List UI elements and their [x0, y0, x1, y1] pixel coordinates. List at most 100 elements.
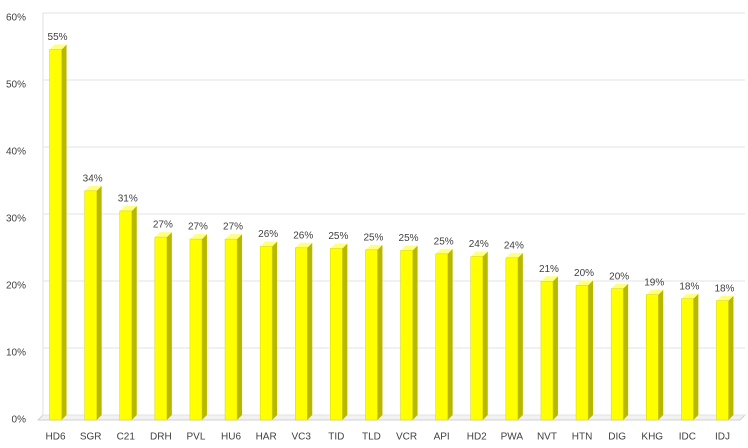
bar [470, 256, 483, 421]
bar-top [330, 243, 348, 249]
bar [365, 249, 378, 421]
bar-side [131, 205, 137, 420]
value-label: 26% [258, 229, 278, 240]
bar-top [189, 234, 207, 240]
x-tick-label: HU6 [221, 432, 241, 443]
y-tick-label: 20% [6, 281, 26, 292]
bar [84, 190, 97, 421]
bar [610, 288, 624, 421]
bar-top [260, 241, 278, 247]
x-tick-label: HTN [572, 432, 593, 443]
bar-side [61, 44, 67, 421]
bar [540, 281, 554, 421]
value-label: 31% [118, 194, 138, 205]
x-tick-label: IDC [679, 432, 696, 443]
value-label: 20% [609, 271, 629, 282]
x-tick-label: DRH [150, 432, 172, 443]
value-label: 18% [679, 281, 699, 292]
x-tick-label: API [434, 432, 450, 443]
x-tick-label: VC3 [292, 432, 312, 443]
y-tick-label: 50% [6, 80, 26, 91]
y-tick-label: 30% [6, 214, 26, 225]
value-label: 25% [328, 231, 348, 242]
x-tick-label: HD2 [467, 432, 487, 443]
bar [259, 246, 273, 421]
x-tick-label: VCR [396, 432, 417, 443]
bar-top [365, 244, 383, 250]
bar-top [295, 242, 313, 248]
x-tick-label: DIG [608, 432, 626, 443]
value-label: 18% [714, 283, 734, 294]
bar-side [588, 280, 594, 420]
bar [505, 257, 519, 421]
bar-top [49, 44, 67, 50]
bar [575, 285, 589, 421]
bar [330, 248, 343, 421]
x-tick-label: TLD [362, 432, 381, 443]
y-tick-label: 40% [6, 147, 26, 158]
bar-top [435, 248, 453, 254]
bar-side [377, 244, 383, 420]
bar-side [693, 293, 699, 420]
x-tick-label: NVT [537, 432, 557, 443]
bar [49, 49, 62, 421]
y-tick-label: 0% [12, 415, 27, 426]
bar [400, 250, 413, 421]
x-tick-label: PVL [186, 432, 205, 443]
bar-side [412, 245, 418, 420]
x-tick-label: HD6 [46, 432, 66, 443]
value-label: 19% [644, 277, 664, 288]
bar [435, 253, 448, 421]
bar-side [623, 283, 629, 420]
bar-side [728, 295, 734, 420]
value-label: 25% [399, 233, 419, 244]
bar-side [96, 185, 102, 420]
bar-top [716, 295, 734, 301]
x-tick-label: PWA [501, 432, 524, 443]
bar-top [470, 251, 488, 257]
x-tick-label: TID [328, 432, 344, 443]
bar-top [154, 232, 172, 238]
y-tick-label: 60% [6, 13, 26, 24]
bar-top [225, 234, 243, 240]
value-label: 24% [504, 241, 524, 252]
value-label: 34% [83, 174, 103, 185]
bar-side [482, 251, 488, 420]
value-label: 55% [48, 32, 68, 43]
bar [295, 247, 308, 421]
value-label: 25% [434, 236, 454, 247]
x-tick-label: KHG [641, 432, 663, 443]
value-label: 27% [188, 222, 208, 233]
bar-top [576, 280, 594, 286]
x-tick-label: IDJ [715, 432, 730, 443]
value-label: 27% [223, 222, 243, 233]
value-label: 25% [363, 232, 383, 243]
bar [224, 238, 238, 421]
value-label: 26% [293, 230, 313, 241]
bar-top [84, 185, 102, 191]
bar-side [658, 289, 664, 420]
bar-side [447, 248, 453, 420]
bar [119, 210, 132, 421]
bar-side [201, 234, 207, 420]
bar-side [552, 276, 558, 420]
bar [646, 294, 659, 421]
value-label: 24% [469, 239, 489, 250]
bar-side [342, 243, 348, 420]
bar-top [681, 293, 699, 299]
bar-top [119, 205, 137, 211]
value-label: 27% [153, 220, 173, 231]
y-tick-label: 10% [6, 348, 26, 359]
bar-side [517, 252, 523, 420]
bar-top [611, 283, 629, 289]
bar [154, 236, 168, 421]
bar-top [400, 245, 418, 251]
x-tick-label: C21 [117, 432, 136, 443]
bar-top [646, 289, 664, 295]
bar-side [237, 234, 243, 420]
floor [36, 414, 747, 421]
x-tick-label: HAR [256, 432, 277, 443]
bar-side [307, 242, 313, 420]
